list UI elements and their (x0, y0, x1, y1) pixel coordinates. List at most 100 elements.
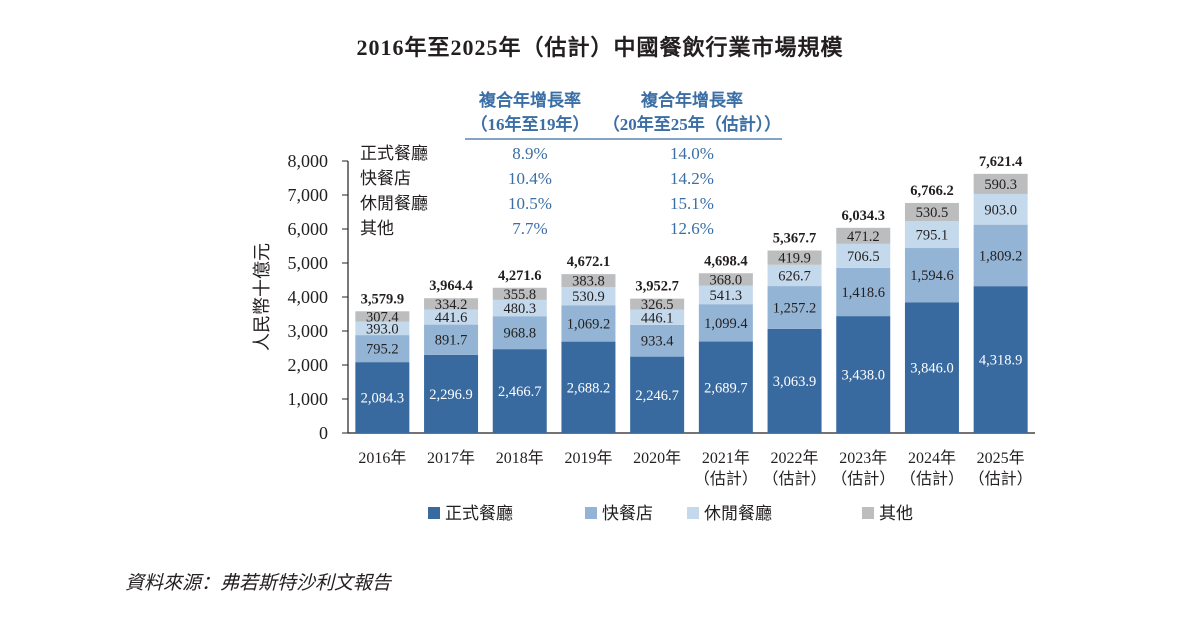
data-label: 530.5 (916, 205, 949, 221)
bar-segment (630, 298, 685, 310)
data-label: 334.2 (435, 297, 468, 313)
bar-segment (698, 304, 753, 342)
total-label: 5,367.7 (773, 230, 817, 246)
total-label: 3,964.4 (429, 278, 473, 294)
data-label: 706.5 (847, 249, 880, 265)
y-tick-label: 4,000 (288, 287, 329, 307)
total-label: 3,952.7 (635, 279, 679, 295)
bar-segment (767, 286, 822, 329)
chart-title: 2016年至2025年（估計）中國餐飲行業市場規模 (356, 35, 844, 60)
bar-segment (904, 302, 959, 433)
x-tick-label: （估計） (969, 470, 1033, 488)
x-tick-label: 2024年 (908, 449, 956, 467)
bar-segment (836, 243, 891, 268)
x-tick-label: 2025年 (977, 449, 1025, 467)
y-tick-label: 6,000 (288, 219, 329, 239)
data-label: 541.3 (710, 288, 743, 304)
bar-segment (424, 324, 479, 355)
bar-segment (767, 250, 822, 265)
cagr-value: 8.9% (512, 144, 547, 163)
bar-segment (492, 299, 547, 317)
bar-segment (767, 264, 822, 287)
total-label: 6,766.2 (910, 183, 954, 199)
cagr-row-label: 其他 (360, 219, 394, 238)
bar-segment (904, 248, 959, 303)
data-label: 933.4 (641, 334, 674, 350)
data-label: 2,466.7 (498, 384, 542, 400)
y-tick-label: 8,000 (288, 151, 329, 171)
x-tick-label: 2016年 (358, 449, 406, 467)
cagr-value: 14.0% (670, 144, 714, 163)
legend-label: 休閒餐廳 (704, 504, 772, 523)
total-label: 3,579.9 (361, 291, 405, 307)
bar-segment (836, 316, 891, 433)
cagr-row-label: 快餐店 (360, 169, 411, 188)
cagr-header: 複合年增長率 (478, 90, 581, 110)
total-label: 7,621.4 (979, 154, 1023, 170)
y-tick-label: 1,000 (288, 389, 329, 409)
x-tick-label: （估計） (900, 470, 964, 488)
bar-segment (561, 305, 616, 342)
y-tick-label: 7,000 (288, 185, 329, 205)
cagr-value: 7.7% (512, 219, 547, 238)
legend-label: 其他 (879, 504, 913, 523)
legend-label: 快餐店 (602, 504, 653, 523)
data-label: 968.8 (503, 326, 536, 342)
data-label: 3,438.0 (842, 368, 886, 384)
x-tick-label: 2021年 (702, 449, 750, 467)
cagr-row-label: 休閒餐廳 (360, 194, 428, 213)
data-label: 590.3 (984, 177, 1017, 193)
cagr-value: 10.4% (508, 169, 552, 188)
data-label: 3,846.0 (910, 361, 954, 377)
data-label: 2,296.9 (429, 387, 473, 403)
bar-segment (492, 316, 547, 350)
x-tick-label: 2019年 (564, 449, 612, 467)
bar-segment (424, 309, 479, 325)
data-label: 891.7 (435, 333, 468, 349)
total-label: 6,034.3 (842, 208, 886, 224)
bar-segment (973, 173, 1028, 194)
data-label: 393.0 (366, 321, 399, 337)
bar-segment (424, 354, 479, 433)
data-label: 4,318.9 (979, 353, 1023, 369)
bar-segment (698, 341, 753, 433)
x-tick-label: 2020年 (633, 449, 681, 467)
data-label: 903.0 (984, 202, 1017, 218)
total-label: 4,271.6 (498, 268, 542, 284)
data-label: 530.9 (572, 289, 605, 305)
y-tick-label: 0 (319, 423, 328, 443)
x-tick-label: 2022年 (771, 449, 819, 467)
bar-segment (698, 285, 753, 305)
bar-segment (973, 224, 1028, 287)
bar-segment (355, 311, 410, 322)
data-label: 1,418.6 (842, 285, 886, 301)
data-label: 3,063.9 (773, 374, 817, 390)
data-label: 383.8 (572, 274, 605, 290)
cagr-header-period: （16年至19年） (471, 114, 590, 134)
data-label: 1,257.2 (773, 300, 817, 316)
bar-segment (561, 287, 616, 306)
x-tick-label: 2018年 (496, 449, 544, 467)
x-tick-label: （估計） (831, 470, 895, 488)
bar-segment (836, 227, 891, 244)
legend-swatch (585, 507, 597, 519)
cagr-value: 10.5% (508, 194, 552, 213)
data-label: 2,246.7 (635, 388, 679, 404)
source-note: 資料來源：弗若斯特沙利文報告 (125, 573, 392, 594)
data-label: 795.1 (916, 228, 949, 244)
data-label: 1,594.6 (910, 268, 954, 284)
data-label: 368.0 (710, 273, 743, 289)
bar-segment (973, 193, 1028, 225)
total-label: 4,672.1 (567, 254, 611, 270)
x-tick-label: （估計） (694, 470, 758, 488)
bar-segment (355, 321, 410, 336)
y-tick-label: 3,000 (288, 321, 329, 341)
data-label: 626.7 (778, 268, 811, 284)
y-tick-label: 2,000 (288, 355, 329, 375)
bar-segment (355, 335, 410, 363)
bar-segment (767, 328, 822, 433)
bar-segment (698, 273, 753, 286)
cagr-header-period: （20年至25年（估計）） (603, 114, 782, 134)
bar-segment (561, 274, 616, 288)
